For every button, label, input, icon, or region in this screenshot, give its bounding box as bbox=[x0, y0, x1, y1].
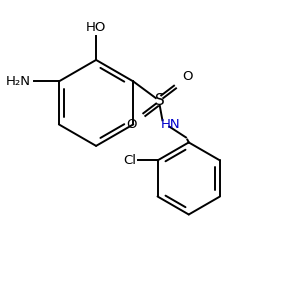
Text: S: S bbox=[155, 93, 164, 108]
Text: Cl: Cl bbox=[124, 154, 137, 167]
Text: HN: HN bbox=[161, 118, 181, 131]
Text: O: O bbox=[126, 118, 137, 131]
Text: H₂N: H₂N bbox=[6, 75, 31, 88]
Text: O: O bbox=[182, 70, 193, 83]
Text: HO: HO bbox=[86, 21, 106, 34]
